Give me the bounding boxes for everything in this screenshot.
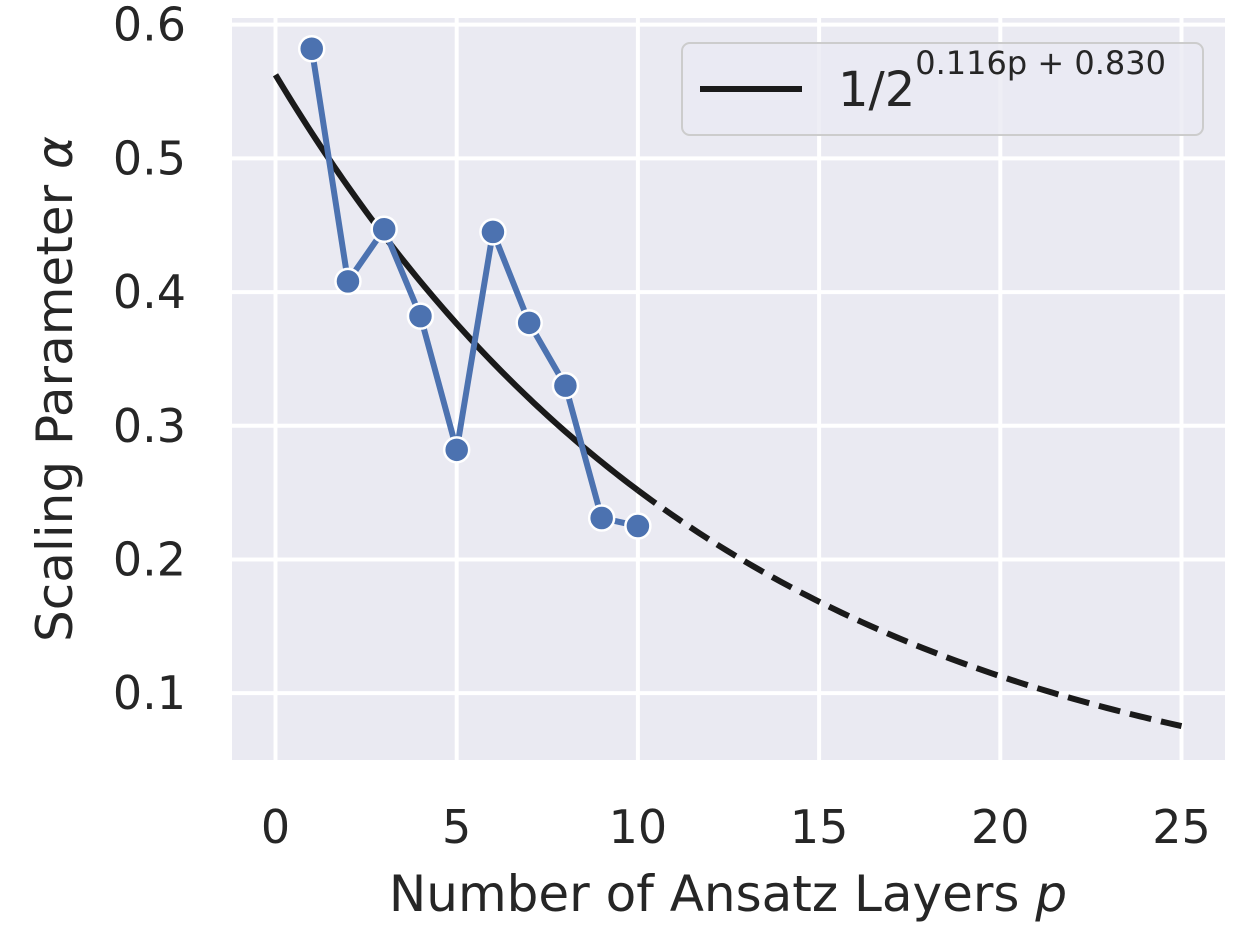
data-point <box>406 302 435 330</box>
y-axis-label-text: Scaling Parameter <box>26 184 84 642</box>
legend-label-base: 1/2 <box>838 62 915 118</box>
x-axis-label-var: p <box>1034 865 1067 923</box>
fit-curve <box>272 73 1183 730</box>
fit-curve-dashed <box>636 487 1183 730</box>
x-tick-label: 0 <box>261 800 290 854</box>
y-tick-label: 0.1 <box>113 666 186 720</box>
y-tick-label: 0.4 <box>113 265 186 319</box>
grid <box>232 18 1225 760</box>
x-tick-label: 20 <box>971 800 1030 854</box>
x-tick-labels: 0 5 10 15 20 25 <box>261 800 1211 854</box>
data-series <box>297 34 652 540</box>
data-point <box>334 267 362 296</box>
plot-background <box>232 18 1225 760</box>
y-axis-label: Scaling Parameter α <box>26 136 84 642</box>
legend-box <box>681 42 1204 136</box>
data-point <box>479 218 507 246</box>
data-point <box>551 371 580 400</box>
x-tick-label: 10 <box>609 800 668 854</box>
x-axis-label: Number of Ansatz Layers p <box>389 865 1067 923</box>
y-tick-label: 0.2 <box>113 532 186 586</box>
x-tick-label: 25 <box>1152 800 1211 854</box>
data-point <box>442 436 471 464</box>
legend-label: 1/20.116p + 0.830 <box>838 44 1166 118</box>
series-line <box>308 48 639 529</box>
data-point <box>515 309 543 337</box>
legend: 1/20.116p + 0.830 <box>681 42 1204 136</box>
data-point <box>370 215 398 243</box>
x-tick-label: 15 <box>790 800 849 854</box>
x-axis-label-text: Number of Ansatz Layers <box>389 865 1020 923</box>
y-tick-label: 0.3 <box>113 399 186 453</box>
data-point <box>587 504 616 532</box>
data-point <box>297 34 326 63</box>
y-tick-label: 0.5 <box>113 131 186 185</box>
legend-label-exponent: 0.116p + 0.830 <box>915 44 1166 82</box>
data-point <box>624 512 652 540</box>
fit-curve-solid <box>272 73 640 493</box>
x-tick-label: 5 <box>442 800 471 854</box>
y-tick-labels: 0.1 0.2 0.3 0.4 0.5 0.6 <box>113 0 186 720</box>
y-axis-label-var: α <box>26 136 84 169</box>
y-tick-label: 0.6 <box>113 0 186 52</box>
